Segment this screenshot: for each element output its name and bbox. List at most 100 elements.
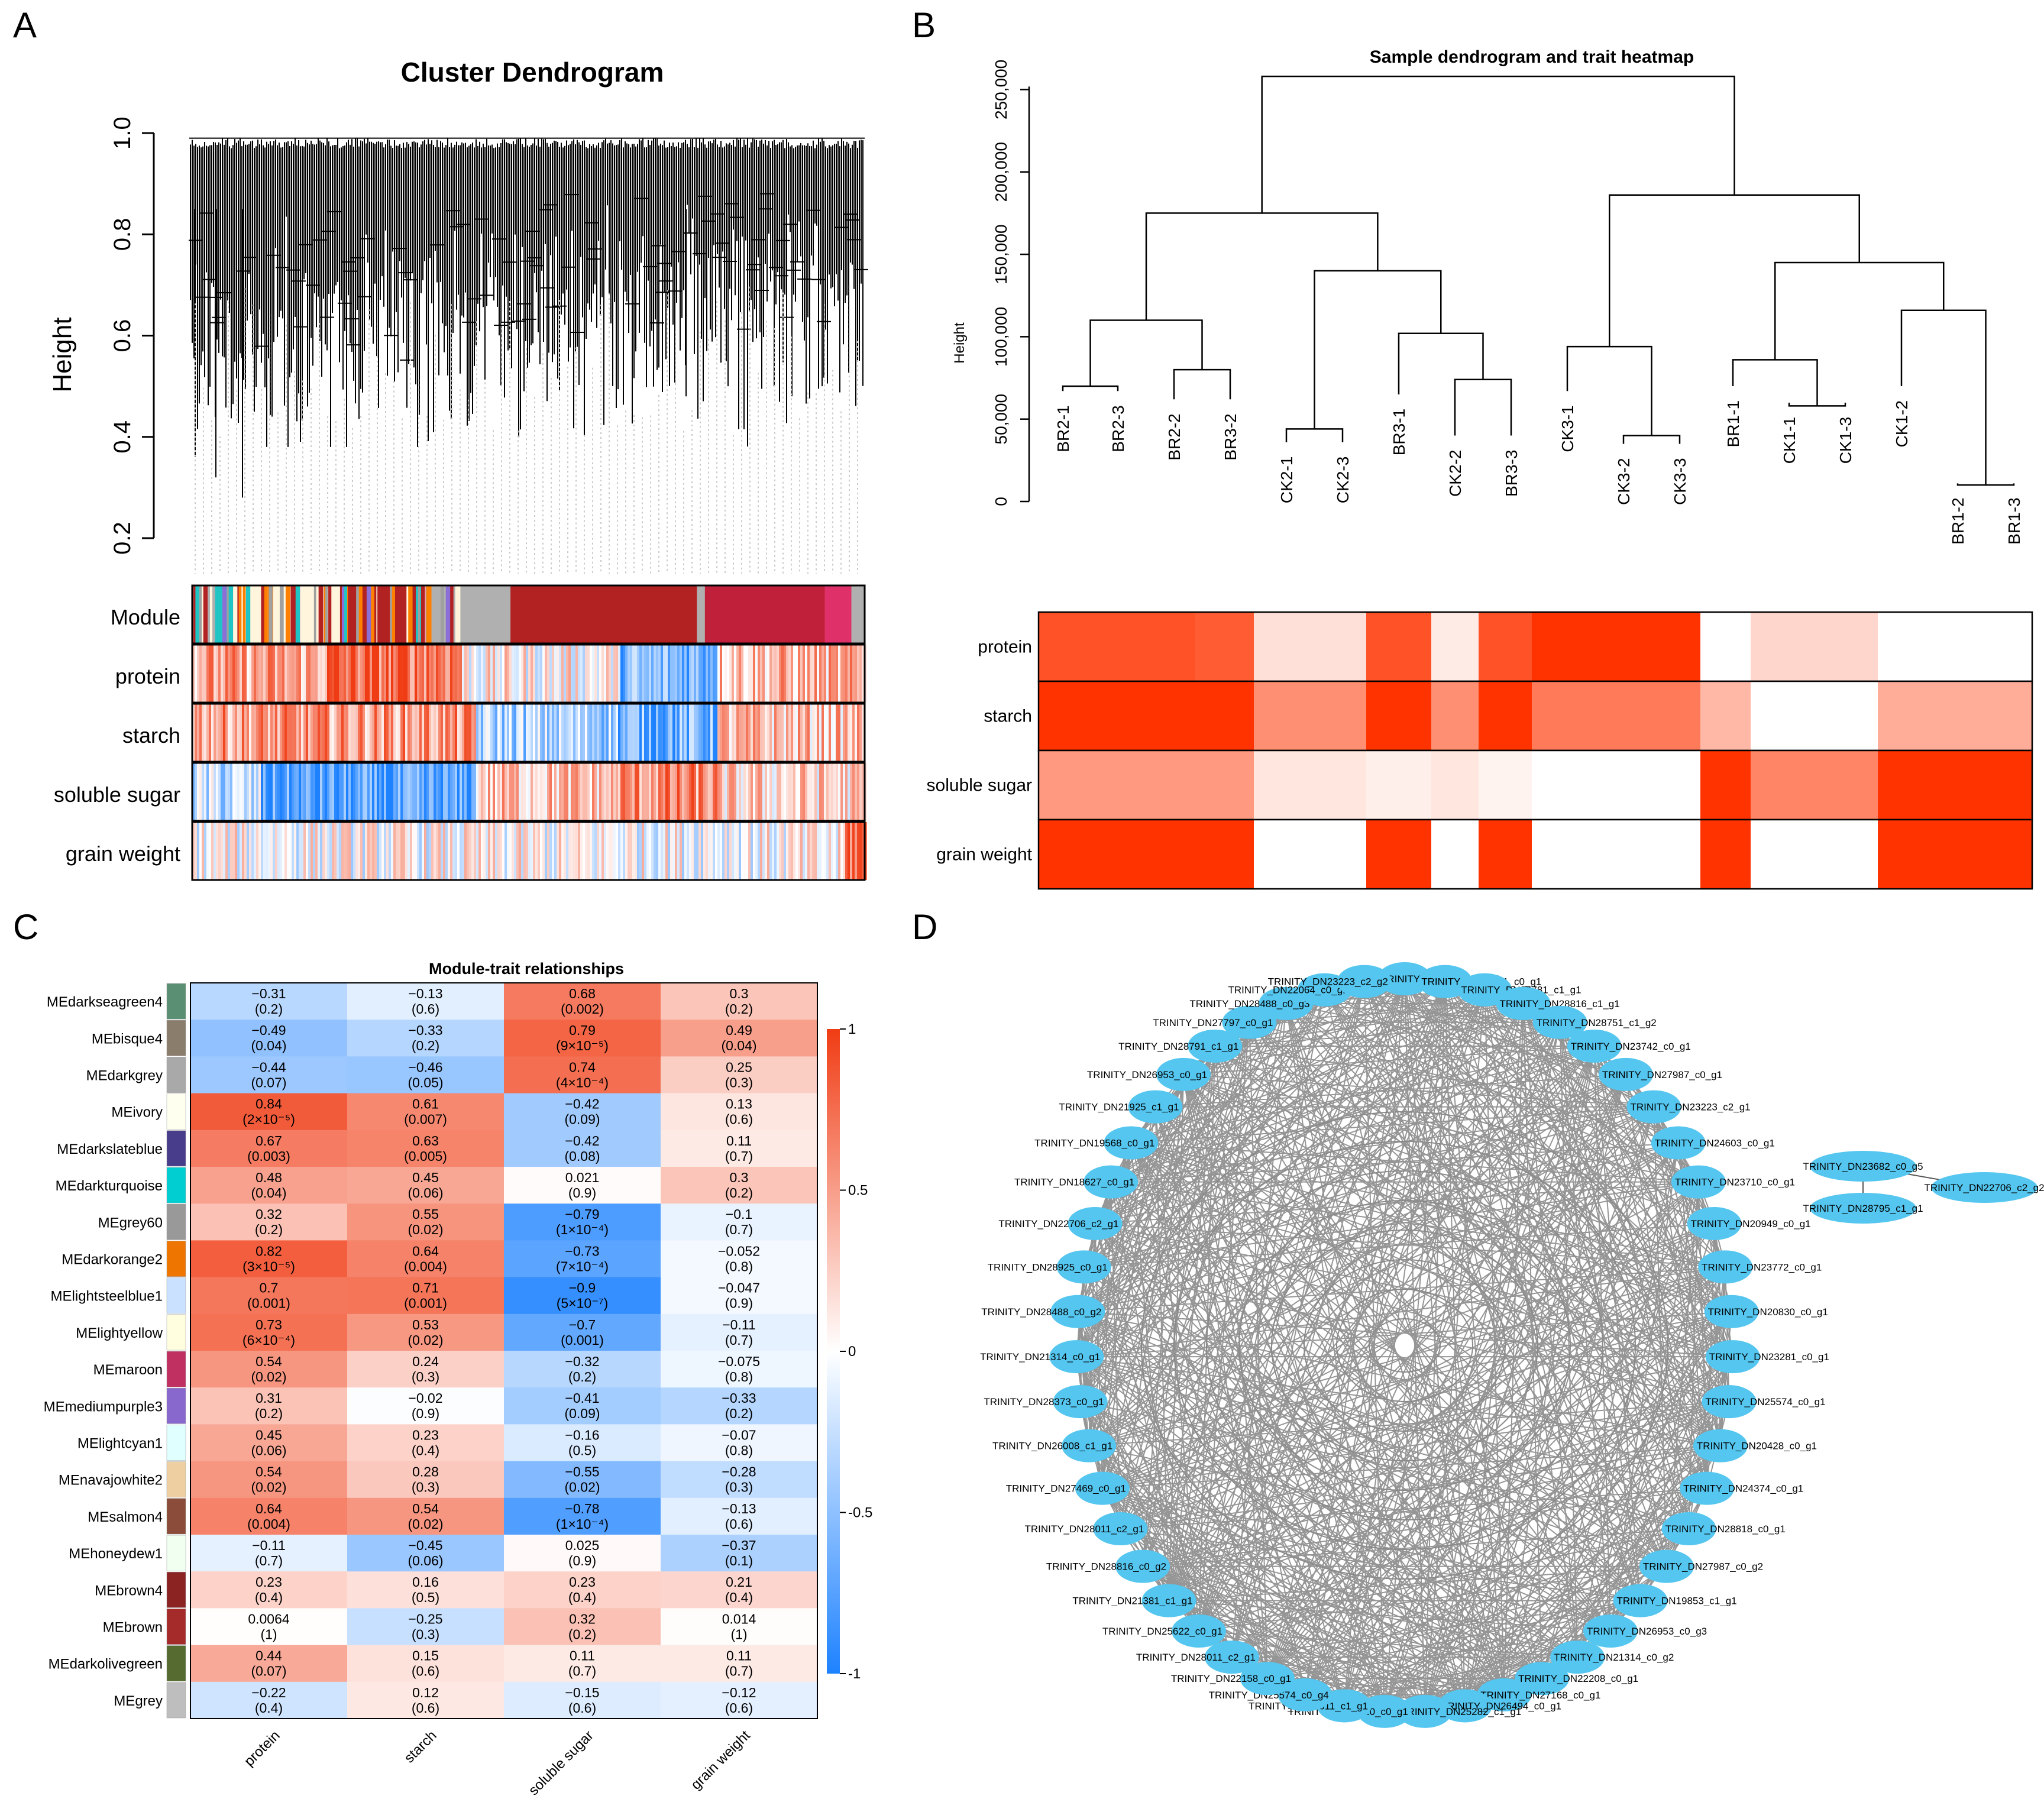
trait-cell: [566, 645, 569, 703]
trait-cell: [261, 763, 264, 821]
trait-cell: [422, 822, 425, 880]
trait-cell: [476, 704, 479, 762]
trait-cell: [613, 822, 616, 880]
trait-cell: [516, 704, 519, 762]
node-label: TRINITY_DN21381_c1_g1: [1072, 1596, 1192, 1607]
trait-cell: [566, 704, 569, 762]
trait-cell: [280, 704, 283, 762]
trait-cell: [374, 704, 377, 762]
track-3: [192, 763, 867, 821]
trait-cell: [538, 704, 541, 762]
trait-cell: [329, 822, 332, 880]
trait-cell: [717, 704, 720, 762]
row-label: MEdarkolivegreen: [48, 1656, 163, 1672]
trait-cell: [370, 645, 373, 703]
trait-cell: [592, 763, 595, 821]
trait-cell: [351, 763, 354, 821]
trait-cell: [857, 645, 860, 703]
branch: [1398, 332, 1484, 394]
trait-cell: [831, 822, 834, 880]
trait-cell: [367, 704, 370, 762]
node-shape: [1093, 1512, 1148, 1545]
trait-cell: [833, 822, 836, 880]
trait-cell: [826, 822, 829, 880]
heat-cell: [1431, 681, 1479, 750]
trait-cell: [734, 645, 737, 703]
trait-cell: [211, 704, 214, 762]
trait-cell: [258, 822, 261, 880]
trait-cell: [481, 763, 484, 821]
trait-cell: [632, 763, 635, 821]
heat-cell: [347, 1167, 504, 1204]
trait-cell: [223, 822, 226, 880]
trait-cell: [857, 704, 860, 762]
p-value: (0.9): [412, 1406, 439, 1421]
trait-cell: [687, 645, 690, 703]
trait-cell: [384, 822, 387, 880]
trait-cell: [561, 704, 564, 762]
heat-cell: [347, 1535, 504, 1572]
sample-label: CK2-3: [1334, 457, 1352, 503]
trait-cell: [339, 763, 342, 821]
network-node: TRINITY_DN27987_c0_g1: [1598, 1057, 1722, 1091]
p-value: (0.06): [251, 1442, 286, 1458]
trait-cell: [545, 645, 548, 703]
panel-label: B: [912, 5, 936, 45]
trait-cell: [793, 704, 796, 762]
sample-label: CK2-1: [1278, 457, 1296, 503]
trait-cell: [862, 763, 865, 821]
trait-cell: [672, 763, 675, 821]
trait-cell: [528, 645, 531, 703]
trait-cell: [313, 822, 316, 880]
heat-cell: [190, 1167, 348, 1204]
trait-cell: [457, 704, 460, 762]
trait-cell: [365, 822, 368, 880]
trait-cell: [663, 822, 666, 880]
trait-cell: [507, 645, 510, 703]
corr-value: 0.32: [569, 1611, 596, 1626]
p-value: (0.005): [404, 1148, 447, 1164]
track-label-starch: starch: [122, 723, 180, 748]
trait-cell: [680, 763, 683, 821]
trait-cell: [497, 704, 500, 762]
trait-cell: [483, 822, 486, 880]
trait-cell: [516, 645, 519, 703]
trait-cell: [374, 763, 377, 821]
panel-d: D TRINITY_DN23407_c0_g1TRINITY_DN27541_c…: [899, 902, 2044, 1799]
trait-cell: [280, 822, 283, 880]
trait-cell: [554, 763, 557, 821]
p-value: (4×10⁻⁴): [556, 1075, 609, 1090]
trait-cell: [256, 645, 259, 703]
trait-cell: [862, 704, 865, 762]
trait-cell: [585, 704, 588, 762]
trait-cell: [403, 822, 406, 880]
trait-cell: [767, 822, 770, 880]
p-value: (0.7): [725, 1148, 753, 1164]
trait-cell: [417, 763, 420, 821]
module-color-swatch: [166, 1461, 186, 1498]
trait-cell: [216, 763, 219, 821]
corr-value: −0.45: [408, 1538, 442, 1553]
trait-cell: [377, 645, 380, 703]
trait-cell: [599, 704, 602, 762]
trait-cell: [611, 704, 614, 762]
node-label: TRINITY_DN25574_c0_g4: [1209, 1690, 1329, 1701]
heat-cell: [1254, 612, 1367, 681]
trait-cell: [322, 645, 325, 703]
trait-cell: [694, 704, 697, 762]
trait-cell: [547, 822, 550, 880]
trait-cell: [557, 704, 559, 762]
trait-cell: [337, 822, 339, 880]
coexpression-network: TRINITY_DN23407_c0_g1TRINITY_DN27541_c0_…: [980, 962, 2044, 1728]
trait-cell: [422, 763, 425, 821]
trait-cell: [214, 645, 216, 703]
trait-cell: [396, 704, 399, 762]
trait-cell: [443, 704, 446, 762]
sample-label: BR3-1: [1390, 409, 1408, 455]
module-color-strip: [209, 585, 213, 643]
trait-cell: [760, 822, 763, 880]
trait-cell: [554, 645, 557, 703]
heat-cell: [1431, 750, 1479, 820]
heat-cell: [190, 1130, 348, 1167]
heat-cell: [190, 1093, 348, 1131]
